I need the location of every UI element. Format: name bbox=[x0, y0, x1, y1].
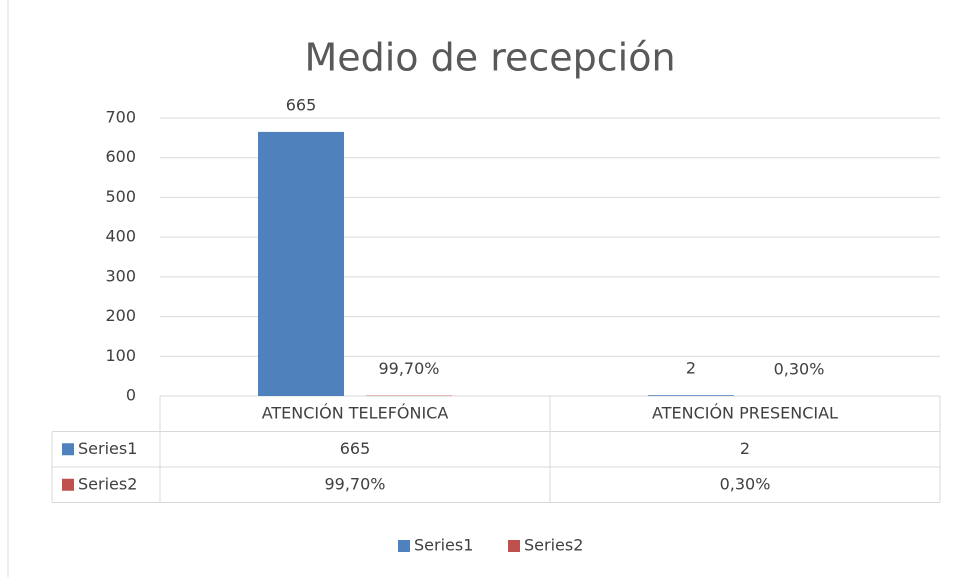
data-label: 2 bbox=[686, 359, 696, 378]
y-tick-label: 100 bbox=[105, 346, 136, 365]
y-tick-label: 300 bbox=[105, 266, 136, 285]
y-tick-label: 700 bbox=[105, 108, 136, 127]
y-tick-label: 400 bbox=[105, 227, 136, 246]
legend-label: Series1 bbox=[414, 536, 473, 555]
y-tick-label: 200 bbox=[105, 306, 136, 325]
table-series-name: Series1 bbox=[78, 439, 137, 458]
bar bbox=[648, 395, 734, 396]
legend-label: Series2 bbox=[524, 536, 583, 555]
data-label: 99,70% bbox=[378, 359, 439, 378]
data-label: 665 bbox=[286, 95, 317, 114]
y-tick-label: 0 bbox=[126, 386, 136, 405]
table-legend-key bbox=[62, 478, 74, 491]
chart-title: Medio de recepción bbox=[304, 36, 675, 80]
y-tick-label: 500 bbox=[105, 187, 136, 206]
y-tick-label: 600 bbox=[105, 147, 136, 166]
table-series-name: Series2 bbox=[78, 474, 137, 493]
legend-key bbox=[398, 540, 410, 552]
bar bbox=[258, 131, 344, 396]
table-cell: 665 bbox=[340, 439, 371, 458]
legend-key bbox=[508, 540, 520, 552]
x-tick-label: ATENCIÓN TELEFÓNICA bbox=[262, 403, 449, 422]
table-legend-key bbox=[62, 443, 74, 456]
data-label: 0,30% bbox=[774, 359, 825, 378]
table-cell: 0,30% bbox=[720, 474, 771, 493]
table-cell: 99,70% bbox=[324, 474, 385, 493]
table-cell: 2 bbox=[740, 439, 750, 458]
x-tick-label: ATENCIÓN PRESENCIAL bbox=[652, 403, 838, 422]
